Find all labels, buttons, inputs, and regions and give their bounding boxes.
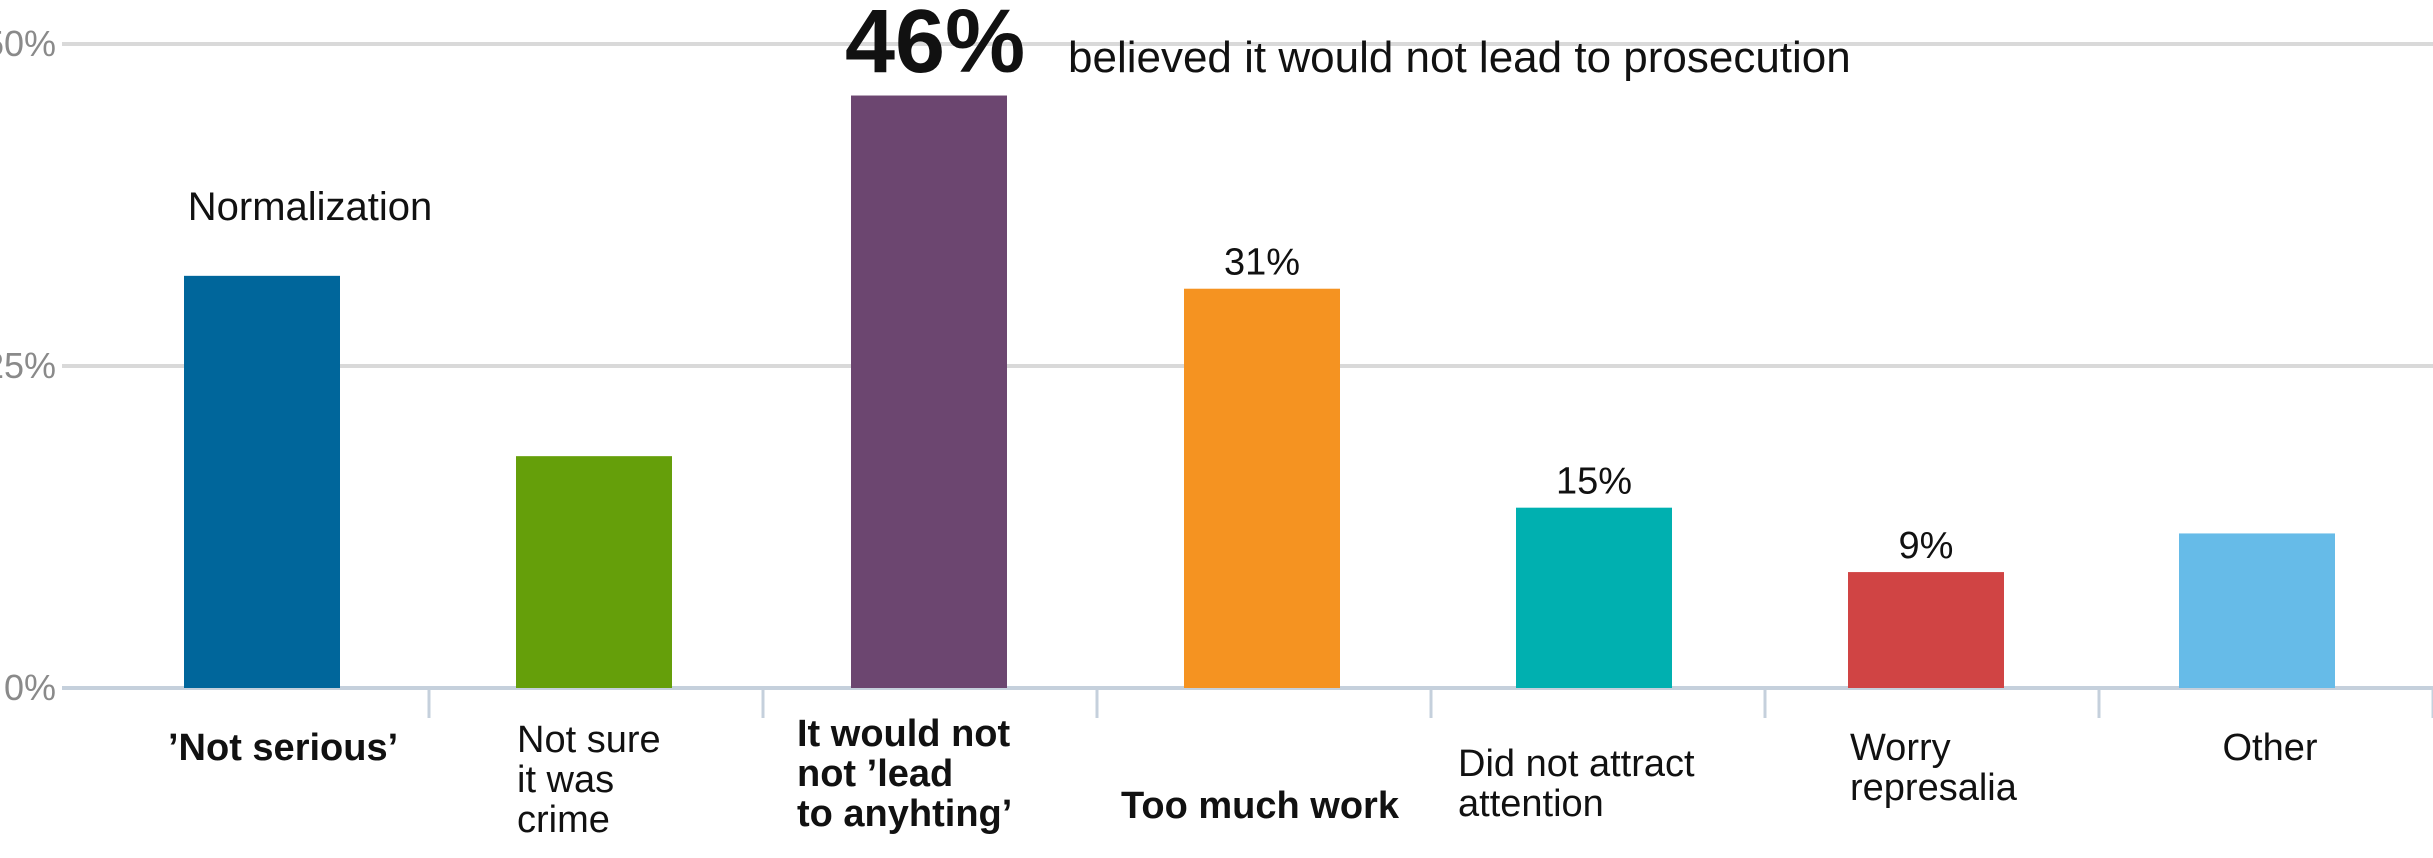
data-label: 9% — [1899, 525, 1954, 567]
data-label: 15% — [1556, 461, 1632, 503]
y-tick-label: 50% — [0, 23, 56, 64]
category-label: Too much work — [1121, 785, 1400, 827]
category-label: Not sure it was crime — [517, 719, 661, 841]
category-label: ’Not serious’ — [168, 727, 398, 769]
bar — [1848, 572, 2004, 688]
bar — [1184, 288, 1340, 688]
bars — [184, 95, 2335, 688]
bar — [851, 95, 1007, 688]
category-label: Other — [2222, 727, 2317, 769]
category-labels: ’Not serious’ Not sure it was crime It would… — [168, 713, 2318, 841]
bar — [516, 456, 672, 688]
category-label: Worry represalia — [1850, 727, 2018, 809]
data-labels: 31% 15% 9% — [1224, 242, 1953, 567]
x-axis — [62, 686, 2433, 718]
annotation-normalization: Normalization — [188, 185, 433, 229]
category-label: Did not attract attention — [1458, 743, 1695, 825]
category-label: It would not not ’lead to anyhting’ — [797, 713, 1012, 835]
data-label: 31% — [1224, 242, 1300, 284]
y-tick-labels: 0% 25% 50% — [0, 23, 56, 708]
bar — [2179, 533, 2335, 688]
annotation-big-value: 46% — [845, 0, 1025, 92]
y-tick-label: 25% — [0, 345, 56, 386]
bar — [1516, 507, 1672, 688]
annotation-big-text: believed it would not lead to prosecutio… — [1068, 33, 1851, 82]
y-tick-label: 0% — [4, 667, 56, 708]
bar — [184, 275, 340, 688]
